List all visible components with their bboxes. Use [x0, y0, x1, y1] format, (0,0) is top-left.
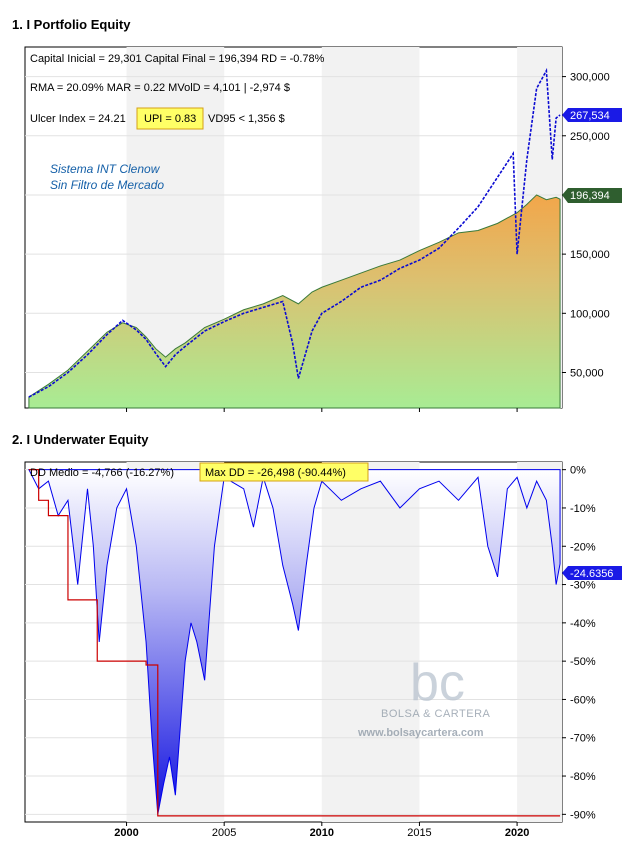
- uw-x-tick-label: 2000: [114, 827, 138, 837]
- watermark-url: www.bolsaycartera.com: [357, 727, 484, 739]
- uw-x-tick-label: 2015: [407, 827, 431, 837]
- equity-upi: UPI = 0.83: [144, 113, 196, 125]
- watermark: bc BOLSA & CARTERA www.bolsaycartera.com: [357, 654, 491, 739]
- eq-y-tick-label: 250,000: [570, 131, 610, 143]
- equity-ulcer-index: Ulcer Index = 24.21: [30, 113, 126, 125]
- uw-y-tick-label: 0%: [570, 465, 586, 477]
- uw-x-tick-label: 2010: [310, 827, 334, 837]
- eq-y-tick-label: 100,000: [570, 308, 610, 320]
- underwater-x-axis: 2000 2005 2010 2015 2020: [114, 822, 529, 839]
- max-drawdown-line: [28, 469, 561, 817]
- underwater-panel-title: 2. I Underwater Equity: [12, 432, 149, 447]
- green-last-value: 196,394: [570, 190, 610, 202]
- underwater-panel: bc BOLSA & CARTERA www.bolsaycartera.com…: [0, 452, 643, 839]
- uw-y-tick-label: -60%: [570, 694, 596, 706]
- upi-highlight-box: [136, 107, 204, 130]
- equity-green-area: [28, 194, 561, 409]
- green-last-value-tag: [562, 188, 622, 203]
- watermark-logo: bc: [410, 654, 465, 712]
- uw-y-tick-label: -10%: [570, 503, 596, 515]
- eq-y-tick-label: 150,000: [570, 249, 610, 261]
- uw-y-tick-label: -30%: [570, 580, 596, 592]
- underwater-chart: bc BOLSA & CARTERA www.bolsaycartera.com…: [24, 461, 622, 839]
- uw-y-tick-label: -50%: [570, 656, 596, 668]
- system-filter: Sin Filtro de Mercado: [50, 178, 164, 192]
- uw-x-tick-label: 2005: [212, 827, 236, 837]
- eq-y-tick-label: 300,000: [570, 72, 610, 84]
- underwater-last-value: -24.6356: [570, 568, 613, 580]
- uw-y-tick-label: -70%: [570, 733, 596, 745]
- equity-vd95: VD95 < 1,356 $: [208, 113, 285, 125]
- equity-blue-line: [28, 67, 561, 398]
- equity-stats-line1: Capital Inicial = 29,301 Capital Final =…: [30, 53, 325, 65]
- uw-y-tick-label: -90%: [570, 809, 596, 821]
- underwater-last-value-tag: [562, 566, 622, 580]
- equity-stats-line2: RMA = 20.09% MAR = 0.22 MVolD = 4,101 | …: [30, 82, 290, 94]
- dd-medio: DD Medio = -4,766 (-16.27%): [30, 467, 174, 479]
- max-dd-highlight-box: [199, 462, 369, 482]
- system-name: Sistema INT Clenow: [50, 162, 161, 176]
- equity-panel-title: 1. I Portfolio Equity: [12, 17, 131, 32]
- watermark-brand: BOLSA & CARTERA: [381, 708, 491, 720]
- uw-band: [321, 462, 420, 822]
- uw-x-tick-label: 2020: [505, 827, 529, 837]
- max-dd: Max DD = -26,498 (-90.44%): [205, 467, 346, 479]
- uw-y-tick-label: -40%: [570, 618, 596, 630]
- uw-y-tick-label: -20%: [570, 541, 596, 553]
- blue-last-value: 267,534: [570, 110, 610, 122]
- eq-y-tick-label: 50,000: [570, 367, 604, 379]
- underwater-y-axis: 0% -10% -20% -30% -40% -50% -60% -70% -80% -90%: [562, 465, 596, 821]
- uw-y-tick-label: -80%: [570, 771, 596, 783]
- blue-last-value-tag: [562, 108, 622, 122]
